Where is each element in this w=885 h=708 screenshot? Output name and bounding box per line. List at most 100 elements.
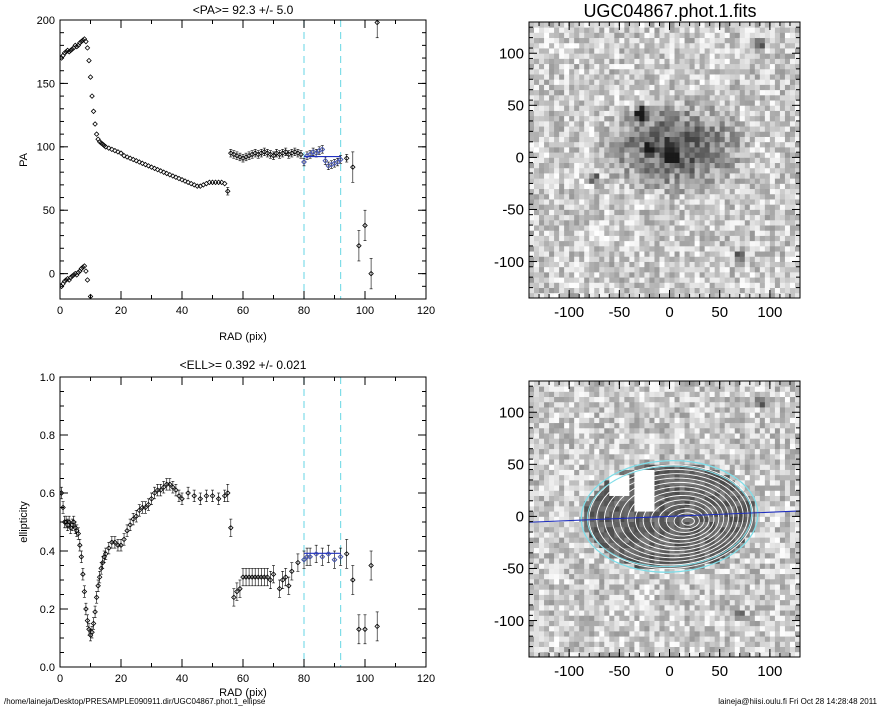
image-pixel bbox=[599, 292, 605, 298]
image-pixel bbox=[619, 84, 625, 91]
image-pixel bbox=[624, 485, 630, 491]
image-pixel bbox=[734, 152, 741, 158]
image-pixel bbox=[729, 32, 736, 39]
pa-ylabel: PA bbox=[18, 152, 30, 167]
image-pixel bbox=[624, 251, 630, 257]
image-pixel bbox=[594, 292, 600, 298]
image-pixel bbox=[574, 568, 580, 575]
image-pixel bbox=[644, 245, 650, 252]
image-pixel bbox=[609, 32, 615, 39]
image-pixel bbox=[569, 412, 575, 418]
image-pixel bbox=[534, 292, 540, 298]
image-pixel bbox=[779, 74, 786, 80]
image-pixel bbox=[634, 58, 640, 65]
image-pixel bbox=[654, 37, 660, 44]
image-pixel bbox=[754, 110, 761, 117]
image-pixel bbox=[659, 100, 665, 106]
image-pixel bbox=[679, 173, 685, 179]
image-pixel bbox=[694, 136, 701, 143]
image-pixel bbox=[614, 115, 620, 122]
image-pixel bbox=[594, 84, 600, 91]
image-pixel bbox=[599, 636, 605, 642]
image-pixel bbox=[554, 240, 560, 247]
image-pixel bbox=[769, 84, 776, 91]
image-pixel bbox=[549, 532, 555, 538]
image-pixel bbox=[754, 22, 761, 28]
image-pixel bbox=[604, 594, 610, 601]
image-pixel bbox=[639, 141, 645, 148]
image-pixel bbox=[539, 173, 545, 179]
image-pixel bbox=[589, 37, 595, 44]
image-pixel bbox=[579, 157, 585, 164]
image-pixel bbox=[689, 282, 696, 288]
image-pixel bbox=[559, 63, 565, 70]
image-pixel bbox=[789, 183, 796, 190]
image-pixel bbox=[539, 219, 545, 226]
data-point bbox=[92, 609, 98, 615]
image-pixel bbox=[604, 141, 610, 148]
image-pixel bbox=[679, 199, 685, 205]
image-pixel bbox=[784, 126, 791, 132]
image-pixel bbox=[574, 443, 580, 450]
image-pixel bbox=[689, 22, 696, 28]
image-pixel bbox=[724, 214, 731, 221]
image-pixel bbox=[534, 495, 540, 502]
image-pixel bbox=[689, 94, 696, 101]
image-pixel bbox=[724, 79, 731, 85]
image-pixel bbox=[564, 68, 570, 75]
image-pixel bbox=[564, 37, 570, 44]
image-pixel bbox=[634, 105, 640, 111]
image-pixel bbox=[754, 32, 761, 39]
image-pixel bbox=[594, 266, 600, 273]
data-point bbox=[93, 594, 100, 601]
y-tick-label: 0.2 bbox=[40, 604, 55, 616]
image-pixel bbox=[654, 22, 660, 28]
image-pixel bbox=[649, 214, 655, 221]
image-pixel bbox=[594, 94, 600, 101]
image-pixel bbox=[569, 630, 575, 637]
image-pixel bbox=[734, 214, 741, 221]
image-pixel bbox=[679, 89, 685, 96]
image-pixel bbox=[619, 500, 625, 507]
image-pixel bbox=[564, 74, 570, 80]
image-pixel bbox=[564, 199, 570, 205]
image-pixel bbox=[664, 245, 670, 252]
image-pixel bbox=[579, 245, 585, 252]
image-pixel bbox=[674, 48, 680, 54]
image-pixel bbox=[704, 162, 711, 169]
image-pixel bbox=[649, 183, 655, 190]
image-pixel bbox=[699, 105, 706, 111]
y-tick-label: 0.8 bbox=[40, 430, 55, 442]
image-pixel bbox=[534, 245, 540, 252]
image-pixel bbox=[569, 521, 575, 528]
image-pixel bbox=[694, 214, 701, 221]
image-pixel bbox=[599, 204, 605, 210]
image-pixel bbox=[654, 188, 660, 195]
image-pixel bbox=[744, 84, 751, 91]
image-pixel bbox=[779, 152, 786, 158]
image-pixel bbox=[599, 433, 605, 439]
image-pixel bbox=[629, 599, 635, 606]
image-pixel bbox=[679, 266, 685, 273]
image-pixel bbox=[719, 225, 726, 231]
image-pixel bbox=[659, 277, 665, 283]
image-pixel bbox=[599, 448, 605, 455]
pa-xticks: 0 20 40 60 80 100 120 bbox=[57, 20, 435, 317]
image-pixel bbox=[624, 474, 630, 481]
image-pixel bbox=[709, 173, 716, 179]
image-pixel bbox=[674, 37, 680, 44]
image-pixel bbox=[664, 271, 670, 278]
image-pixel bbox=[569, 511, 575, 517]
image-pixel bbox=[674, 245, 680, 252]
image-pixel bbox=[569, 240, 575, 247]
image-pixel bbox=[684, 152, 690, 158]
image-pixel bbox=[724, 256, 731, 262]
image-pixel bbox=[714, 178, 721, 184]
image-pixel bbox=[594, 110, 600, 117]
image-pixel bbox=[584, 412, 590, 418]
image-pixel bbox=[629, 271, 635, 278]
image-pixel bbox=[589, 459, 595, 465]
image-pixel bbox=[589, 599, 595, 606]
image-pixel bbox=[719, 230, 726, 236]
image-pixel bbox=[744, 79, 751, 85]
